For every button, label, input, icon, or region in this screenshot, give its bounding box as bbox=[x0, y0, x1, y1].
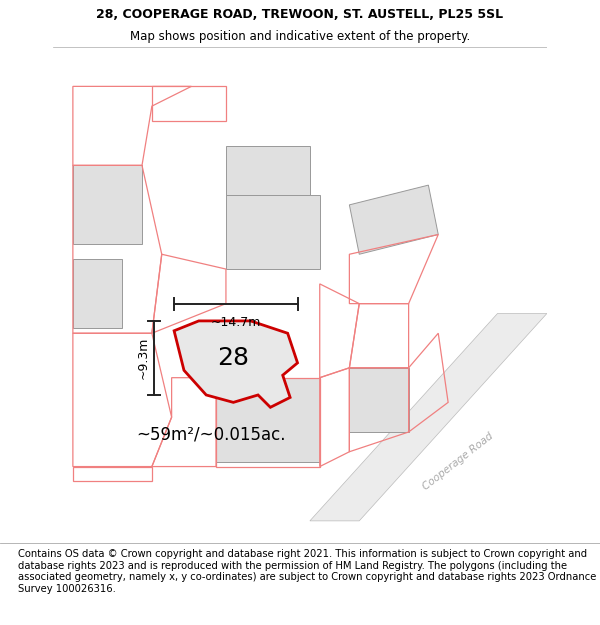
Text: ~59m²/~0.015ac.: ~59m²/~0.015ac. bbox=[136, 426, 286, 444]
Polygon shape bbox=[226, 146, 310, 195]
Polygon shape bbox=[349, 368, 409, 432]
Text: Contains OS data © Crown copyright and database right 2021. This information is : Contains OS data © Crown copyright and d… bbox=[18, 549, 596, 594]
Text: Map shows position and indicative extent of the property.: Map shows position and indicative extent… bbox=[130, 31, 470, 44]
Text: ~14.7m: ~14.7m bbox=[211, 316, 261, 329]
Polygon shape bbox=[174, 321, 298, 408]
Polygon shape bbox=[226, 195, 320, 269]
Polygon shape bbox=[73, 166, 142, 244]
Text: ~9.3m: ~9.3m bbox=[137, 337, 150, 379]
Polygon shape bbox=[349, 185, 438, 254]
Text: Cooperage Road: Cooperage Road bbox=[421, 431, 495, 492]
Text: 28: 28 bbox=[217, 346, 250, 370]
Polygon shape bbox=[73, 259, 122, 328]
Polygon shape bbox=[310, 314, 547, 521]
Text: 28, COOPERAGE ROAD, TREWOON, ST. AUSTELL, PL25 5SL: 28, COOPERAGE ROAD, TREWOON, ST. AUSTELL… bbox=[97, 8, 503, 21]
Polygon shape bbox=[216, 378, 320, 462]
